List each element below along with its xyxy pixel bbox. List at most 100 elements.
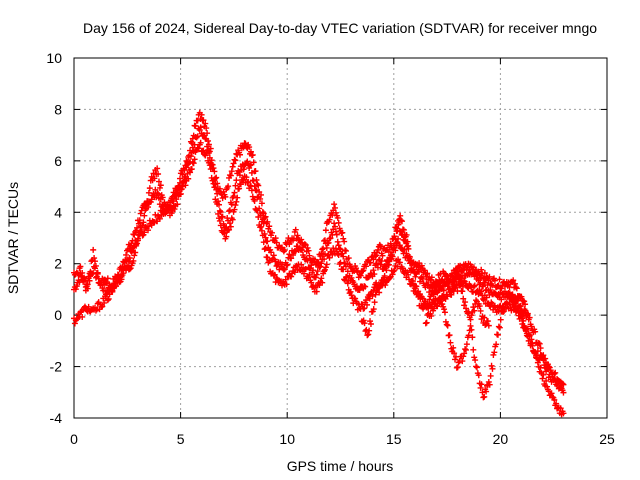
data-point bbox=[202, 120, 209, 127]
data-point bbox=[286, 251, 293, 258]
data-point bbox=[528, 323, 535, 330]
data-point bbox=[486, 381, 493, 388]
data-point bbox=[340, 266, 347, 273]
data-point bbox=[401, 237, 408, 244]
data-point bbox=[517, 302, 524, 309]
data-point bbox=[352, 295, 359, 302]
data-point bbox=[342, 274, 349, 281]
data-point bbox=[331, 220, 338, 227]
data-point bbox=[177, 190, 184, 197]
data-point bbox=[201, 132, 208, 139]
data-point bbox=[283, 281, 290, 288]
data-point bbox=[559, 380, 566, 387]
data-point bbox=[145, 198, 152, 205]
data-point bbox=[526, 332, 533, 339]
data-point bbox=[424, 270, 431, 277]
data-point bbox=[478, 381, 485, 388]
data-point bbox=[251, 197, 258, 204]
data-point bbox=[237, 181, 244, 188]
data-point bbox=[447, 276, 454, 283]
data-point bbox=[79, 313, 86, 320]
data-point bbox=[496, 324, 503, 331]
data-point bbox=[229, 163, 236, 170]
data-point bbox=[491, 349, 498, 356]
data-point bbox=[334, 238, 341, 245]
data-point bbox=[493, 341, 500, 348]
data-point bbox=[101, 299, 108, 306]
series-track-e bbox=[358, 212, 492, 339]
data-point bbox=[494, 331, 501, 338]
data-point bbox=[137, 210, 144, 217]
data-point bbox=[227, 172, 234, 179]
data-point bbox=[139, 222, 146, 229]
data-point bbox=[465, 332, 472, 339]
data-point bbox=[223, 233, 230, 240]
data-point bbox=[208, 174, 215, 181]
data-point bbox=[246, 144, 253, 151]
data-point bbox=[255, 213, 262, 220]
data-point bbox=[481, 269, 488, 276]
data-point bbox=[484, 282, 491, 289]
data-point bbox=[385, 262, 392, 269]
data-point bbox=[273, 239, 280, 246]
data-point bbox=[249, 151, 256, 158]
data-point bbox=[388, 251, 395, 258]
data-point bbox=[487, 372, 494, 379]
data-point bbox=[487, 286, 494, 293]
y-tick-label: -2 bbox=[50, 359, 63, 375]
data-point bbox=[362, 283, 369, 290]
data-point bbox=[236, 151, 243, 158]
data-point bbox=[533, 352, 540, 359]
data-point bbox=[426, 296, 433, 303]
data-point bbox=[207, 166, 214, 173]
data-point bbox=[534, 359, 541, 366]
data-point bbox=[363, 297, 370, 304]
data-point bbox=[304, 244, 311, 251]
data-point bbox=[364, 332, 371, 339]
data-point bbox=[164, 202, 171, 209]
chart-title: Day 156 of 2024, Sidereal Day-to-day VTE… bbox=[83, 20, 597, 36]
data-point bbox=[154, 189, 161, 196]
data-point bbox=[302, 265, 309, 272]
data-point bbox=[152, 211, 159, 218]
data-point bbox=[126, 254, 133, 261]
data-point bbox=[310, 267, 317, 274]
data-point bbox=[356, 287, 363, 294]
data-point bbox=[217, 222, 224, 229]
axis-ticks bbox=[73, 57, 608, 419]
data-point bbox=[332, 204, 339, 211]
data-point bbox=[439, 283, 446, 290]
data-point bbox=[193, 134, 200, 141]
data-point bbox=[247, 183, 254, 190]
data-point bbox=[444, 283, 451, 290]
data-point bbox=[146, 185, 153, 192]
data-point bbox=[131, 252, 138, 259]
data-point bbox=[456, 276, 463, 283]
data-point bbox=[266, 258, 273, 265]
data-point bbox=[304, 257, 311, 264]
data-point bbox=[145, 189, 152, 196]
data-point bbox=[306, 252, 313, 259]
data-point bbox=[229, 216, 236, 223]
data-point bbox=[147, 198, 154, 205]
data-point bbox=[367, 320, 374, 327]
data-point bbox=[261, 246, 268, 253]
data-point bbox=[394, 227, 401, 234]
data-point bbox=[464, 310, 471, 317]
data-point bbox=[85, 303, 92, 310]
data-point bbox=[370, 306, 377, 313]
data-point bbox=[418, 262, 425, 269]
data-point bbox=[140, 219, 147, 226]
data-point bbox=[182, 182, 189, 189]
data-point bbox=[340, 235, 347, 242]
data-point bbox=[480, 283, 487, 290]
data-point bbox=[185, 175, 192, 182]
data-point bbox=[373, 252, 380, 259]
data-point bbox=[227, 223, 234, 230]
data-point bbox=[467, 322, 474, 329]
data-point bbox=[209, 177, 216, 184]
x-tick-label: 10 bbox=[279, 431, 295, 447]
data-point bbox=[359, 268, 366, 275]
data-point bbox=[430, 287, 437, 294]
data-point bbox=[488, 362, 495, 369]
